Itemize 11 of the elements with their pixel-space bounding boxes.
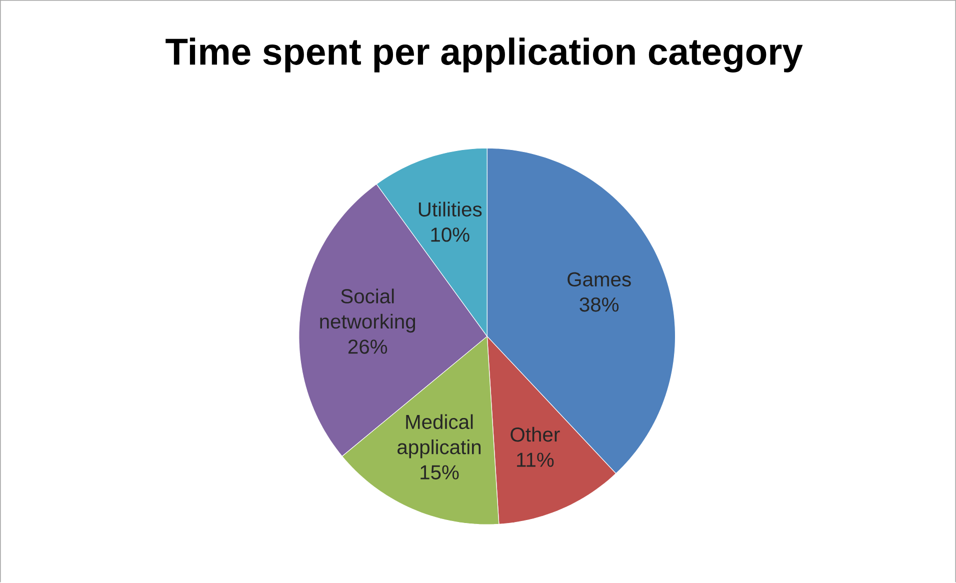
data-label: 38% xyxy=(580,298,619,312)
data-label: 26% xyxy=(348,340,388,354)
data-label: 10% xyxy=(431,228,470,242)
data-label: 15% xyxy=(420,465,459,480)
slice-label: Medical applicatin xyxy=(398,414,481,458)
data-label: 11% xyxy=(517,452,554,468)
chart-title: Time spent per application category xyxy=(166,38,803,73)
slice-label: Utilities xyxy=(418,202,482,217)
slice-label: Social networking xyxy=(320,288,416,333)
slice-label: Games xyxy=(568,272,631,287)
slice-label: Other xyxy=(510,427,560,442)
